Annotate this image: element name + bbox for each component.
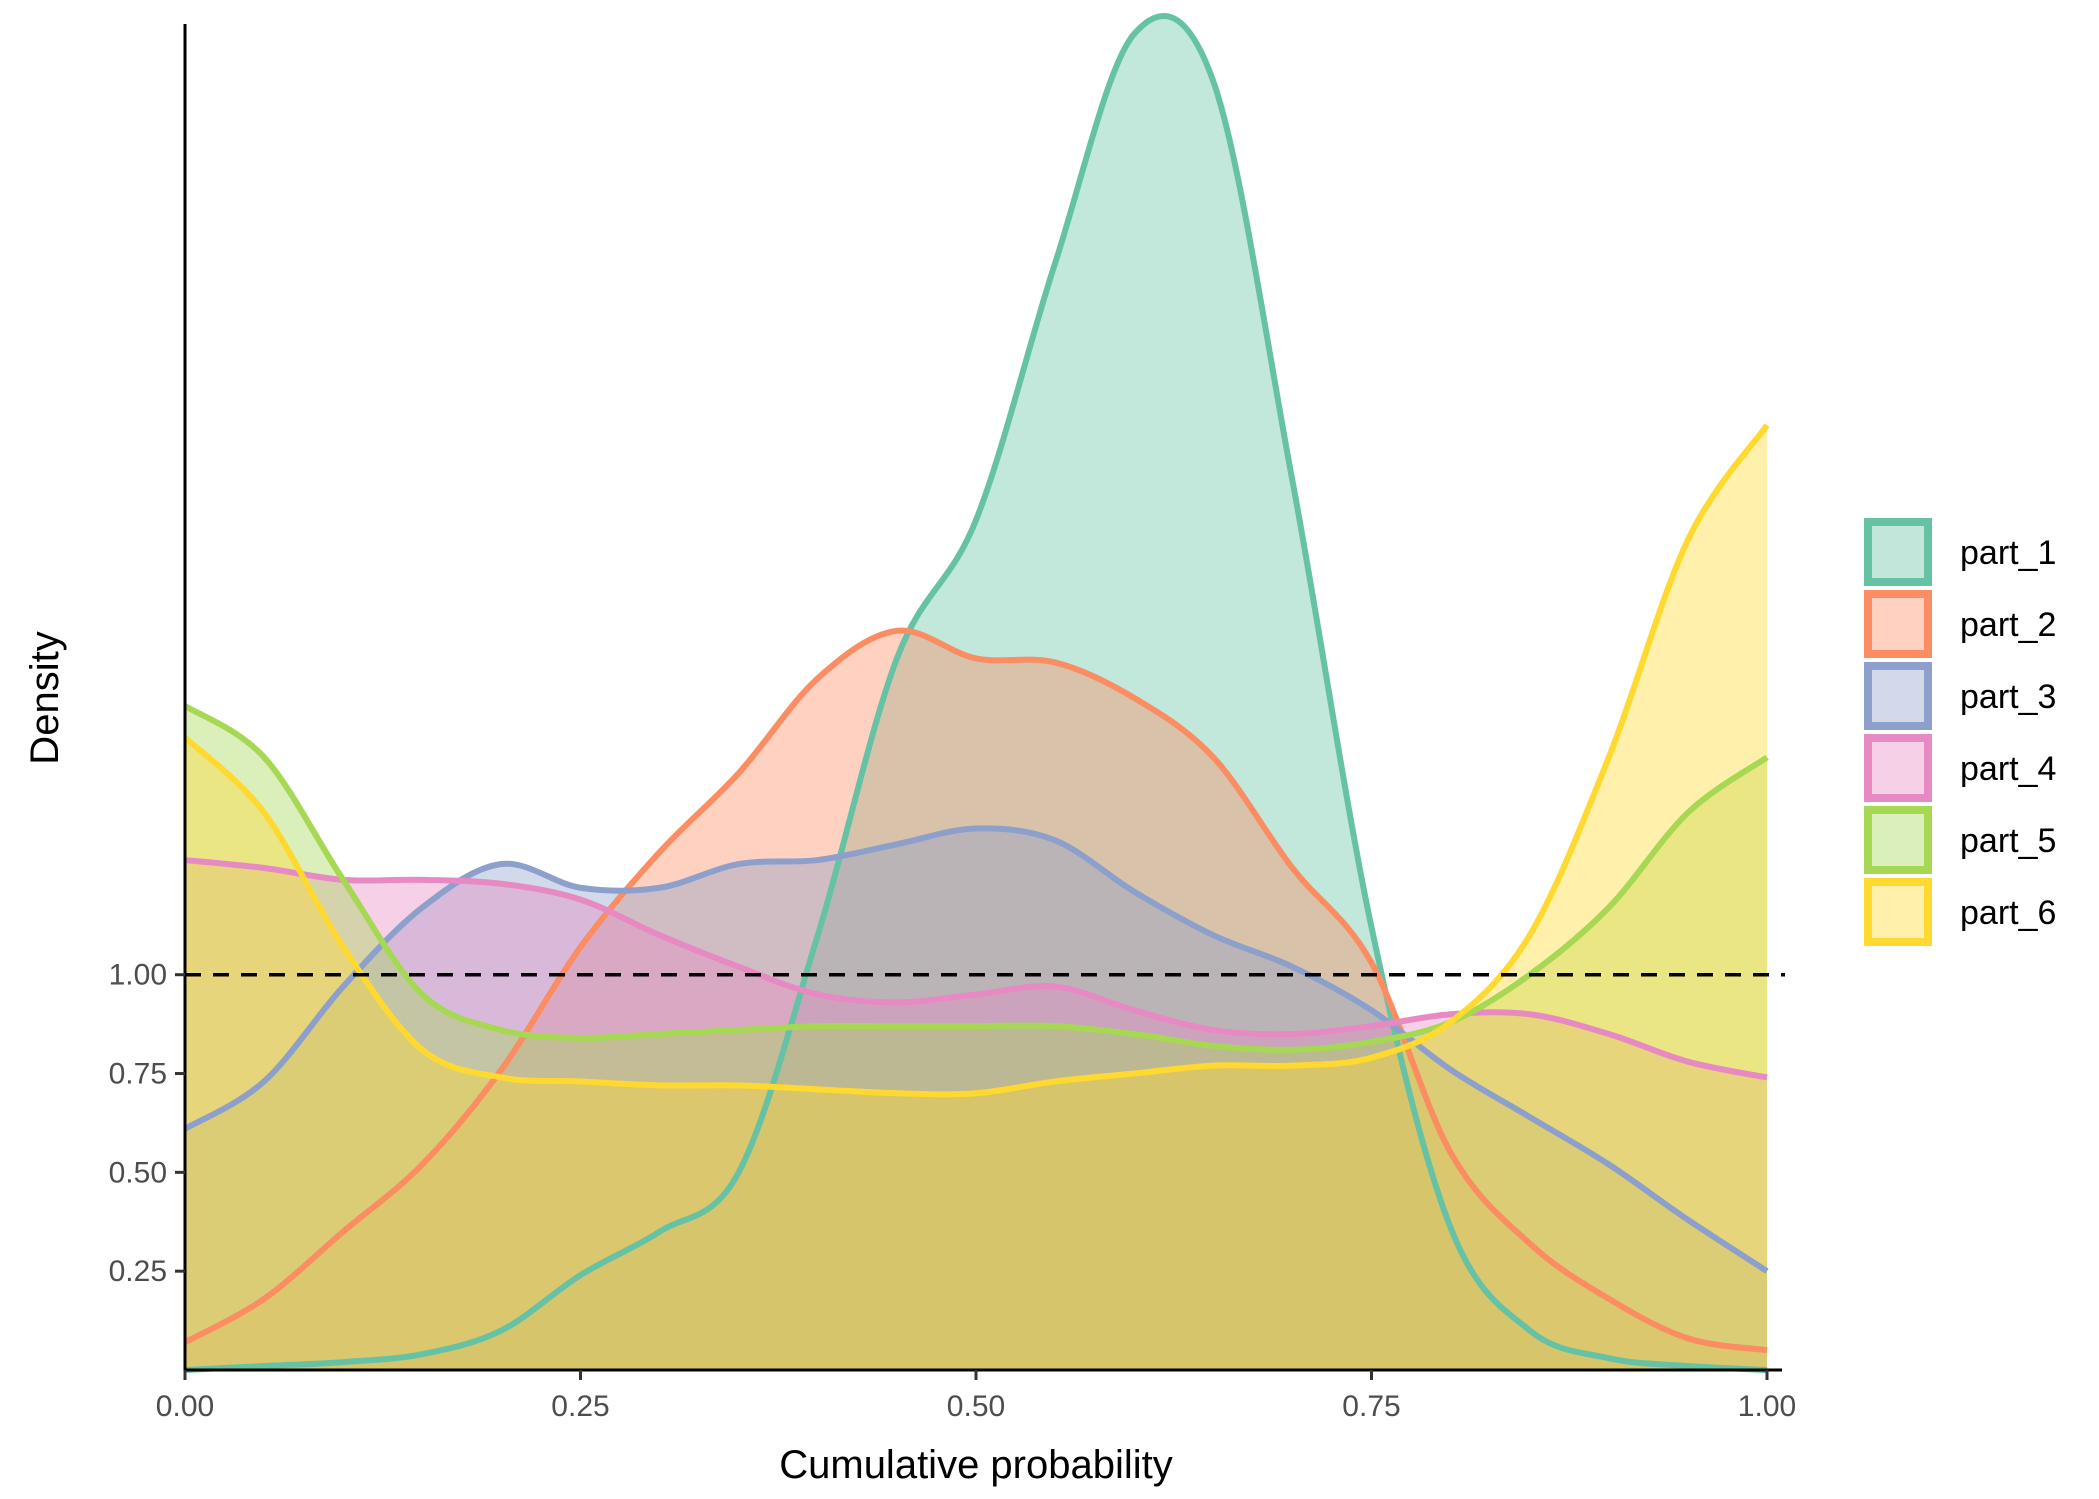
legend-item-part_3: part_3 <box>1864 662 2056 730</box>
x-tick-label: 0.25 <box>551 1390 609 1423</box>
part_2-density-line <box>183 627 1768 1354</box>
y-tick-label: 0.50 <box>109 1156 167 1189</box>
legend-key-part_6 <box>1864 878 1932 946</box>
part_6-density-line <box>182 423 1770 1098</box>
legend-item-part_2: part_2 <box>1864 590 2056 658</box>
legend-key-part_2 <box>1864 590 1932 658</box>
part_1-density-line <box>184 12 1768 1373</box>
part_4-density-area <box>185 860 1767 1370</box>
part_1-density-area <box>185 15 1767 1370</box>
x-axis-title: Cumulative probability <box>779 1443 1173 1487</box>
y-tick-label: 0.25 <box>109 1255 167 1288</box>
legend-key-part_5 <box>1864 806 1932 874</box>
part_3-density-area <box>185 828 1767 1370</box>
part_6-density-area <box>185 425 1767 1370</box>
legend-item-part_1: part_1 <box>1864 518 2056 586</box>
x-axis-ticks: 0.00 0.25 0.50 0.75 1.00 <box>156 1370 1796 1423</box>
x-tick-label: 1.00 <box>1738 1390 1796 1423</box>
legend-item-part_6: part_6 <box>1864 878 2056 946</box>
x-tick-label: 0.75 <box>1342 1390 1400 1423</box>
legend-label: part_3 <box>1960 678 2056 716</box>
legend-item-part_4: part_4 <box>1864 734 2056 802</box>
y-axis-ticks: 0.25 0.50 0.75 1.00 <box>109 959 185 1288</box>
y-tick-label: 1.00 <box>109 959 167 992</box>
legend-label: part_1 <box>1960 534 2056 572</box>
part_4-density-line <box>184 857 1768 1081</box>
x-tick-label: 0.50 <box>947 1390 1005 1423</box>
legend: part_1 part_2 part_3 part_4 part_5 part_6 <box>1864 518 2056 946</box>
density-lines <box>182 12 1770 1373</box>
legend-key-part_1 <box>1864 518 1932 586</box>
legend-item-part_5: part_5 <box>1864 806 2056 874</box>
legend-label: part_6 <box>1960 894 2056 932</box>
x-tick-label: 0.00 <box>156 1390 214 1423</box>
y-tick-label: 0.75 <box>109 1058 167 1091</box>
part_5-density-area <box>185 705 1767 1370</box>
part_3-density-line <box>183 825 1769 1274</box>
legend-key-part_4 <box>1864 734 1932 802</box>
legend-label: part_5 <box>1960 822 2056 860</box>
legend-label: part_2 <box>1960 606 2056 644</box>
density-areas <box>185 15 1767 1370</box>
y-axis-title: Density <box>23 631 67 764</box>
legend-label: part_4 <box>1960 750 2056 788</box>
part_2-density-area <box>185 630 1767 1370</box>
legend-key-part_3 <box>1864 662 1932 730</box>
